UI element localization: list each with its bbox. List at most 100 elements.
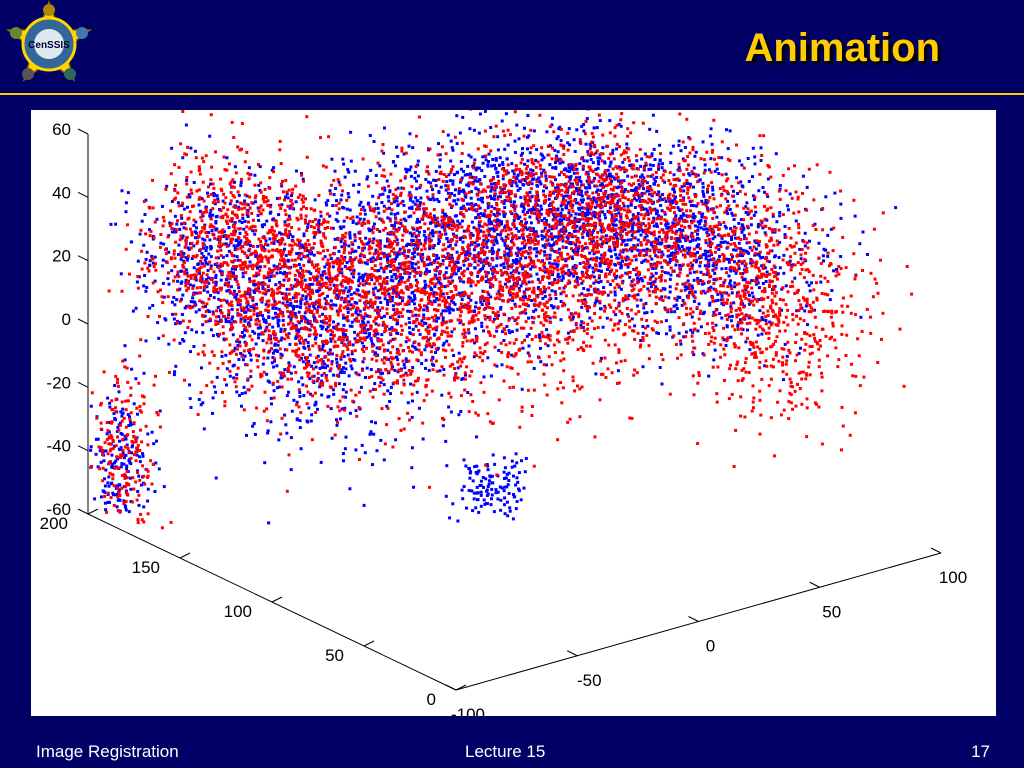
data-point xyxy=(341,388,345,392)
data-point xyxy=(186,256,190,260)
data-point xyxy=(233,258,237,262)
data-point xyxy=(481,161,485,165)
data-point xyxy=(125,464,129,468)
data-point xyxy=(427,180,430,184)
data-point xyxy=(271,356,275,359)
data-point xyxy=(173,303,177,307)
data-point xyxy=(687,249,691,253)
data-point xyxy=(643,236,647,240)
data-point xyxy=(628,219,632,223)
data-point xyxy=(309,419,313,423)
data-point xyxy=(214,256,218,260)
data-point xyxy=(253,173,257,177)
data-point xyxy=(595,126,599,130)
data-point xyxy=(245,254,249,258)
data-point xyxy=(621,248,625,252)
data-point xyxy=(202,199,206,203)
data-point xyxy=(178,238,182,242)
data-point xyxy=(645,189,649,193)
data-point xyxy=(496,148,500,152)
data-point xyxy=(369,430,373,434)
data-point xyxy=(443,276,447,280)
data-point xyxy=(374,248,378,252)
data-point xyxy=(625,142,629,146)
data-point xyxy=(479,483,483,487)
data-point xyxy=(119,272,123,276)
data-point xyxy=(678,217,681,221)
data-point xyxy=(362,321,366,325)
data-point xyxy=(248,260,252,264)
data-point xyxy=(761,186,765,189)
data-point xyxy=(586,309,590,313)
data-point xyxy=(227,320,231,324)
data-point xyxy=(348,208,352,212)
data-point xyxy=(408,231,412,235)
data-point xyxy=(596,288,600,292)
data-point xyxy=(474,216,478,220)
data-point xyxy=(492,243,496,247)
data-point xyxy=(482,212,486,216)
data-point xyxy=(744,249,748,253)
data-point xyxy=(404,357,408,361)
data-point xyxy=(678,247,682,251)
data-point xyxy=(200,251,204,255)
data-point xyxy=(613,233,617,236)
data-point xyxy=(228,202,232,206)
data-point xyxy=(593,215,597,219)
data-point xyxy=(716,298,720,302)
data-point xyxy=(316,354,320,358)
data-point xyxy=(454,202,458,206)
data-point xyxy=(124,505,128,509)
data-point xyxy=(407,295,411,299)
data-point xyxy=(164,248,167,252)
data-point xyxy=(460,189,463,193)
data-point xyxy=(288,217,292,221)
data-point xyxy=(580,305,584,309)
data-point xyxy=(596,188,600,192)
data-point xyxy=(630,279,634,283)
data-point xyxy=(312,235,316,239)
data-point xyxy=(520,202,524,206)
data-point xyxy=(284,195,287,199)
data-point xyxy=(320,347,324,351)
data-point xyxy=(482,260,486,264)
data-point xyxy=(391,279,395,283)
data-point xyxy=(473,465,477,469)
data-point xyxy=(108,405,112,409)
data-point xyxy=(386,232,390,236)
data-point xyxy=(703,168,707,172)
data-point xyxy=(473,260,477,264)
data-point xyxy=(490,474,494,478)
data-point xyxy=(803,244,807,248)
data-point xyxy=(296,243,300,247)
data-point xyxy=(224,212,228,216)
data-point xyxy=(424,322,428,325)
data-point xyxy=(646,209,649,213)
data-point xyxy=(580,124,584,128)
data-point xyxy=(262,245,265,249)
data-point xyxy=(242,324,246,328)
data-point xyxy=(628,275,632,279)
data-point xyxy=(228,374,232,378)
data-point xyxy=(280,353,284,357)
data-point xyxy=(101,489,105,493)
data-point xyxy=(340,271,344,275)
data-point xyxy=(699,279,703,283)
data-point xyxy=(469,190,473,194)
data-point xyxy=(839,202,843,206)
data-point xyxy=(696,236,699,240)
data-point xyxy=(173,256,177,260)
data-point xyxy=(469,196,473,200)
data-point xyxy=(265,325,269,329)
data-point xyxy=(173,214,177,218)
data-point xyxy=(117,498,121,502)
data-point xyxy=(550,227,554,231)
data-point xyxy=(360,341,364,345)
data-point xyxy=(692,270,696,274)
data-point xyxy=(260,259,264,263)
data-point xyxy=(614,253,618,256)
data-point xyxy=(103,501,107,505)
data-point xyxy=(592,228,596,232)
data-point xyxy=(500,363,504,367)
data-point xyxy=(238,340,242,344)
